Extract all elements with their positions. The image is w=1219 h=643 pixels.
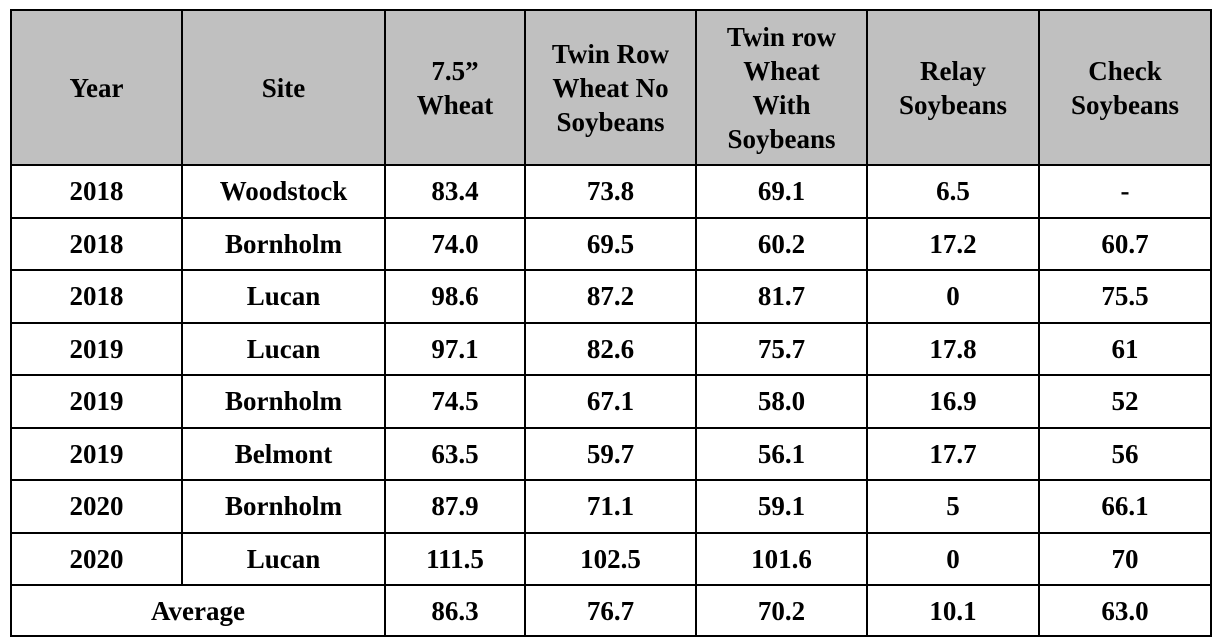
cell: 81.7 bbox=[695, 269, 868, 324]
cell: Lucan bbox=[181, 321, 386, 376]
header-cell: Site bbox=[181, 9, 386, 166]
cell: 52 bbox=[1038, 374, 1212, 429]
cell: 75.7 bbox=[695, 321, 868, 376]
cell: 83.4 bbox=[384, 164, 526, 219]
cell: 0 bbox=[866, 531, 1040, 586]
cell: 67.1 bbox=[524, 374, 697, 429]
average-cell: 10.1 bbox=[866, 584, 1040, 637]
header-cell: Check Soybeans bbox=[1038, 9, 1212, 166]
cell: 17.8 bbox=[866, 321, 1040, 376]
header-cell: Year bbox=[10, 9, 183, 166]
cell: 82.6 bbox=[524, 321, 697, 376]
cell: 2018 bbox=[10, 164, 183, 219]
yield-table: Year Site 7.5” Wheat Twin Row Wheat No Soyb… bbox=[10, 9, 1212, 637]
cell: 60.2 bbox=[695, 216, 868, 271]
average-cell: 70.2 bbox=[695, 584, 868, 637]
header-cell: Twin row Wheat With Soybeans bbox=[695, 9, 868, 166]
data-row: 2020 Lucan 111.5 102.5 101.6 0 70 bbox=[10, 531, 1212, 586]
cell: 73.8 bbox=[524, 164, 697, 219]
cell: 16.9 bbox=[866, 374, 1040, 429]
cell: 87.2 bbox=[524, 269, 697, 324]
cell: 71.1 bbox=[524, 479, 697, 534]
cell: 2018 bbox=[10, 269, 183, 324]
average-row: Average 86.3 76.7 70.2 10.1 63.0 bbox=[10, 584, 1212, 637]
average-cell: 76.7 bbox=[524, 584, 697, 637]
cell: 56 bbox=[1038, 426, 1212, 481]
cell: Belmont bbox=[181, 426, 386, 481]
cell: 6.5 bbox=[866, 164, 1040, 219]
cell: 74.5 bbox=[384, 374, 526, 429]
cell: 56.1 bbox=[695, 426, 868, 481]
cell: 2019 bbox=[10, 374, 183, 429]
cell: 5 bbox=[866, 479, 1040, 534]
cell: 17.7 bbox=[866, 426, 1040, 481]
cell: 87.9 bbox=[384, 479, 526, 534]
cell: 2020 bbox=[10, 531, 183, 586]
cell: Bornholm bbox=[181, 374, 386, 429]
data-row: 2019 Belmont 63.5 59.7 56.1 17.7 56 bbox=[10, 426, 1212, 481]
cell: 59.1 bbox=[695, 479, 868, 534]
cell: Woodstock bbox=[181, 164, 386, 219]
cell: 60.7 bbox=[1038, 216, 1212, 271]
cell: 69.1 bbox=[695, 164, 868, 219]
header-row: Year Site 7.5” Wheat Twin Row Wheat No Soyb… bbox=[10, 9, 1212, 166]
average-cell: 86.3 bbox=[384, 584, 526, 637]
cell: Lucan bbox=[181, 269, 386, 324]
data-row: 2020 Bornholm 87.9 71.1 59.1 5 66.1 bbox=[10, 479, 1212, 534]
header-cell: Relay Soybeans bbox=[866, 9, 1040, 166]
cell: 17.2 bbox=[866, 216, 1040, 271]
cell: 70 bbox=[1038, 531, 1212, 586]
cell: 69.5 bbox=[524, 216, 697, 271]
data-row: 2018 Lucan 98.6 87.2 81.7 0 75.5 bbox=[10, 269, 1212, 324]
cell: Bornholm bbox=[181, 216, 386, 271]
cell: - bbox=[1038, 164, 1212, 219]
cell: 74.0 bbox=[384, 216, 526, 271]
cell: 59.7 bbox=[524, 426, 697, 481]
cell: 2019 bbox=[10, 426, 183, 481]
cell: 102.5 bbox=[524, 531, 697, 586]
table-body: 2018 Woodstock 83.4 73.8 69.1 6.5-2018 Bornhol… bbox=[10, 164, 1212, 637]
cell: 2019 bbox=[10, 321, 183, 376]
cell: 101.6 bbox=[695, 531, 868, 586]
cell: 61 bbox=[1038, 321, 1212, 376]
header-cell: Twin Row Wheat No Soybeans bbox=[524, 9, 697, 166]
cell: 111.5 bbox=[384, 531, 526, 586]
data-row: 2019 Lucan 97.1 82.6 75.7 17.8 61 bbox=[10, 321, 1212, 376]
cell: 2018 bbox=[10, 216, 183, 271]
average-label: Average bbox=[10, 584, 386, 637]
header-cell: 7.5” Wheat bbox=[384, 9, 526, 166]
data-row: 2019 Bornholm 74.5 67.1 58.0 16.9 52 bbox=[10, 374, 1212, 429]
cell: 0 bbox=[866, 269, 1040, 324]
data-row: 2018 Woodstock 83.4 73.8 69.1 6.5- bbox=[10, 164, 1212, 219]
cell: 97.1 bbox=[384, 321, 526, 376]
cell: Bornholm bbox=[181, 479, 386, 534]
cell: 75.5 bbox=[1038, 269, 1212, 324]
cell: 58.0 bbox=[695, 374, 868, 429]
average-cell: 63.0 bbox=[1038, 584, 1212, 637]
cell: 63.5 bbox=[384, 426, 526, 481]
cell: 2020 bbox=[10, 479, 183, 534]
cell: Lucan bbox=[181, 531, 386, 586]
data-row: 2018 Bornholm 74.0 69.5 60.2 17.2 60.7 bbox=[10, 216, 1212, 271]
cell: 66.1 bbox=[1038, 479, 1212, 534]
cell: 98.6 bbox=[384, 269, 526, 324]
